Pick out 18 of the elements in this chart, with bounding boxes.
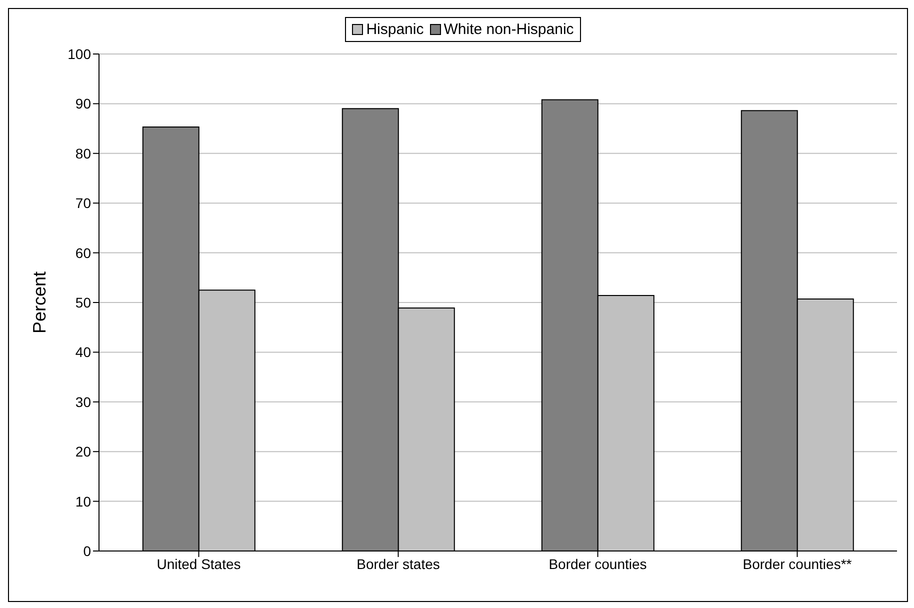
x-tick-label: Border counties (548, 556, 647, 572)
legend-label: White non-Hispanic (442, 21, 574, 38)
y-tick-label: 90 (75, 96, 92, 112)
y-tick-label: 70 (75, 195, 92, 212)
y-tick-label: 60 (75, 244, 92, 261)
x-tick-label: Border states (356, 556, 440, 572)
y-tick-label: 0 (83, 542, 92, 559)
y-tick-label: 30 (75, 394, 92, 410)
y-tick-label: 20 (75, 444, 92, 460)
y-tick-label: 10 (75, 493, 92, 510)
y-tick-label: 50 (75, 294, 92, 310)
y-tick-label: 40 (75, 344, 92, 360)
legend-label: Hispanic (365, 21, 424, 38)
x-tick-label: United States (156, 556, 241, 572)
y-tick-label: 80 (75, 145, 92, 162)
y-axis-title: Percent (29, 271, 50, 334)
x-tick-label: Border counties** (742, 556, 852, 572)
y-tick-label: 100 (68, 46, 92, 62)
